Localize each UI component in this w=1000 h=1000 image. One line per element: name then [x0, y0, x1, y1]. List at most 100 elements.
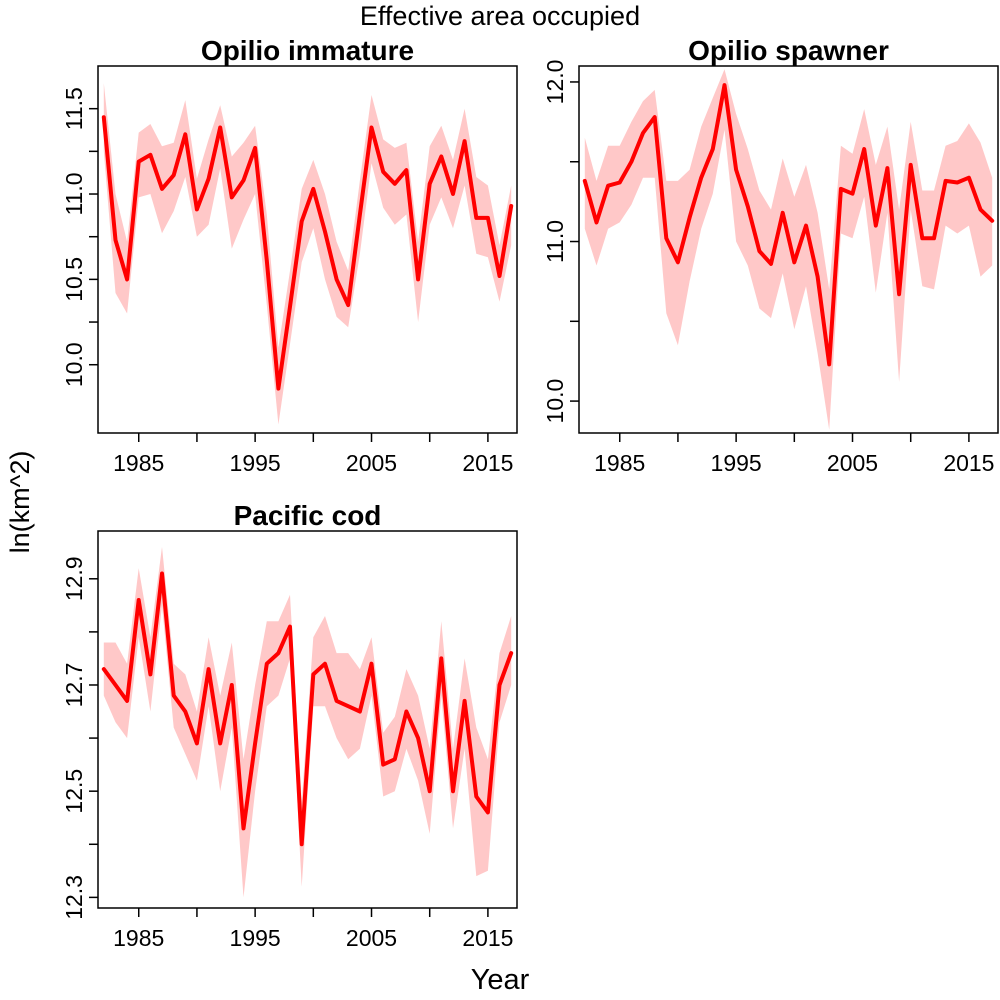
chart-panel-1: 1985 1995 2005 2015 10.0 10.5 11.0 11.5 Opilio i… — [61, 35, 518, 476]
data-point — [897, 292, 901, 296]
data-point — [641, 131, 645, 135]
data-point — [439, 656, 443, 660]
data-point — [451, 789, 455, 793]
data-point — [816, 275, 820, 279]
data-point — [218, 126, 222, 129]
confidence-band — [584, 69, 993, 430]
data-point — [381, 763, 385, 767]
data-point — [885, 166, 889, 170]
data-point — [207, 177, 211, 181]
data-point — [944, 179, 948, 183]
data-point — [311, 672, 315, 676]
data-point — [404, 710, 408, 713]
data-point — [428, 789, 432, 793]
data-point — [757, 249, 761, 253]
data-point — [137, 598, 141, 602]
data-point — [276, 651, 280, 655]
y-tick-label: 12.9 — [61, 556, 87, 601]
data-point — [311, 187, 315, 191]
x-axis-title: Year — [470, 964, 530, 996]
data-point — [230, 683, 234, 687]
series-line — [101, 571, 514, 847]
data-point — [851, 192, 854, 196]
data-point — [874, 224, 878, 228]
y-tick-label: 11.0 — [61, 172, 87, 215]
data-point — [346, 704, 350, 708]
data-point — [618, 181, 622, 184]
data-point — [265, 259, 269, 263]
data-point — [746, 204, 750, 208]
data-point — [114, 238, 117, 242]
data-point — [160, 572, 164, 575]
x-tick-label: 1995 — [230, 450, 281, 476]
data-point — [195, 207, 199, 211]
data-point — [509, 651, 513, 655]
data-point — [393, 757, 397, 761]
data-point — [288, 625, 292, 629]
data-point — [932, 236, 936, 240]
data-point — [463, 699, 467, 703]
confidence-band — [103, 83, 512, 425]
data-point — [583, 179, 587, 183]
data-point — [195, 741, 199, 745]
data-point — [629, 160, 633, 164]
y-tick-label: 11.0 — [542, 220, 568, 263]
data-point — [451, 192, 455, 196]
y-tick-label: 10.0 — [61, 342, 87, 387]
data-point — [230, 195, 234, 199]
data-point — [137, 160, 141, 164]
y-tick-label: 12.0 — [542, 60, 568, 105]
data-point — [792, 260, 796, 264]
data-point — [711, 147, 715, 151]
data-point — [300, 842, 304, 846]
data-point — [688, 216, 692, 220]
data-point — [370, 126, 373, 129]
data-point — [183, 132, 187, 136]
data-point — [160, 187, 164, 191]
data-point — [207, 667, 211, 671]
data-point — [498, 683, 501, 687]
data-point — [148, 672, 152, 676]
data-point — [102, 115, 106, 119]
data-point — [253, 741, 257, 745]
data-point — [102, 667, 106, 671]
data-point — [218, 741, 222, 745]
data-point — [463, 139, 467, 143]
data-point — [242, 826, 245, 830]
x-tick-label: 1995 — [230, 925, 281, 951]
data-point — [370, 662, 373, 666]
data-point — [288, 305, 292, 309]
x-tick-label: 1995 — [711, 450, 762, 476]
data-point — [416, 736, 420, 740]
data-point — [804, 224, 808, 228]
data-point — [734, 168, 738, 172]
data-point — [474, 216, 478, 220]
y-tick-label: 12.5 — [61, 769, 87, 814]
data-point — [595, 220, 598, 224]
data-point — [172, 694, 176, 698]
data-point — [125, 699, 129, 703]
data-point — [358, 213, 362, 216]
data-point — [606, 184, 610, 188]
data-point — [428, 182, 432, 186]
data-point — [358, 710, 362, 713]
x-tick-label: 1985 — [594, 450, 645, 476]
data-point — [276, 387, 280, 391]
x-tick-label: 2015 — [943, 450, 994, 476]
data-point — [253, 146, 257, 150]
data-point — [699, 176, 703, 180]
data-point — [172, 173, 176, 177]
data-point — [300, 219, 304, 223]
x-tick-label: 2015 — [462, 925, 513, 951]
data-point — [839, 187, 843, 191]
x-tick-label: 1985 — [113, 450, 164, 476]
data-point — [509, 204, 513, 208]
data-point — [955, 181, 959, 184]
data-point — [323, 662, 327, 666]
y-tick-label: 11.5 — [61, 87, 87, 130]
x-tick-label: 2005 — [346, 450, 397, 476]
confidence-band — [103, 546, 512, 898]
data-point — [781, 211, 785, 215]
data-point — [827, 362, 831, 366]
data-point — [498, 274, 501, 278]
